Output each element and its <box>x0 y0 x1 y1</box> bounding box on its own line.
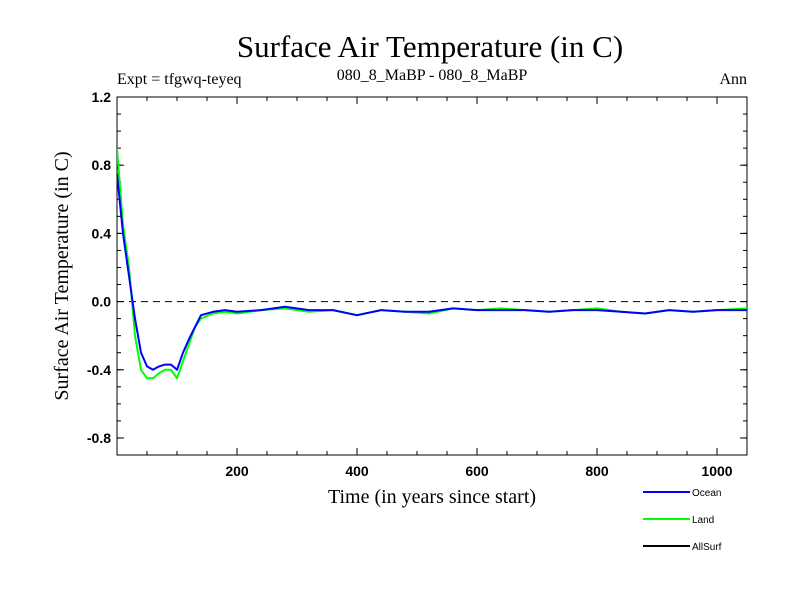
y-tick-label: 0.0 <box>92 294 112 310</box>
x-tick-label: 1000 <box>701 463 732 479</box>
y-tick-label: 0.8 <box>92 157 112 173</box>
x-tick-labels: 200 400 600 800 1000 <box>225 463 732 479</box>
plot-frame <box>116 96 748 456</box>
x-tick-label: 200 <box>225 463 249 479</box>
subtitle-right: Ann <box>719 71 747 88</box>
y-tick-label: 1.2 <box>92 89 112 105</box>
y-axis-label: Surface Air Temperature (in C) <box>51 151 73 400</box>
subtitle-left: Expt = tfgwq-teyeq <box>117 71 242 88</box>
x-tick-label: 800 <box>585 463 609 479</box>
legend-label-land: Land <box>692 515 714 526</box>
legend-label-allsurf: AllSurf <box>692 542 722 553</box>
x-axis-label: Time (in years since start) <box>328 486 536 508</box>
legend-label-ocean: Ocean <box>692 488 721 499</box>
x-tick-label: 400 <box>345 463 369 479</box>
y-tick-labels: 1.2 0.8 0.4 0.0 -0.4 -0.8 <box>87 89 111 446</box>
y-tick-label: -0.8 <box>87 430 111 446</box>
x-tick-label: 600 <box>465 463 489 479</box>
series-group <box>117 148 747 380</box>
y-tick-label: -0.4 <box>87 362 111 378</box>
series-ocean-line <box>117 173 747 371</box>
subtitle-center: 080_8_MaBP - 080_8_MaBP <box>337 67 528 84</box>
series-land-line <box>117 148 747 380</box>
y-tick-label: 0.4 <box>92 225 112 241</box>
legend: Ocean Land AllSurf <box>643 488 722 553</box>
chart-title: Surface Air Temperature (in C) <box>237 29 623 64</box>
tick-marks <box>117 96 748 456</box>
